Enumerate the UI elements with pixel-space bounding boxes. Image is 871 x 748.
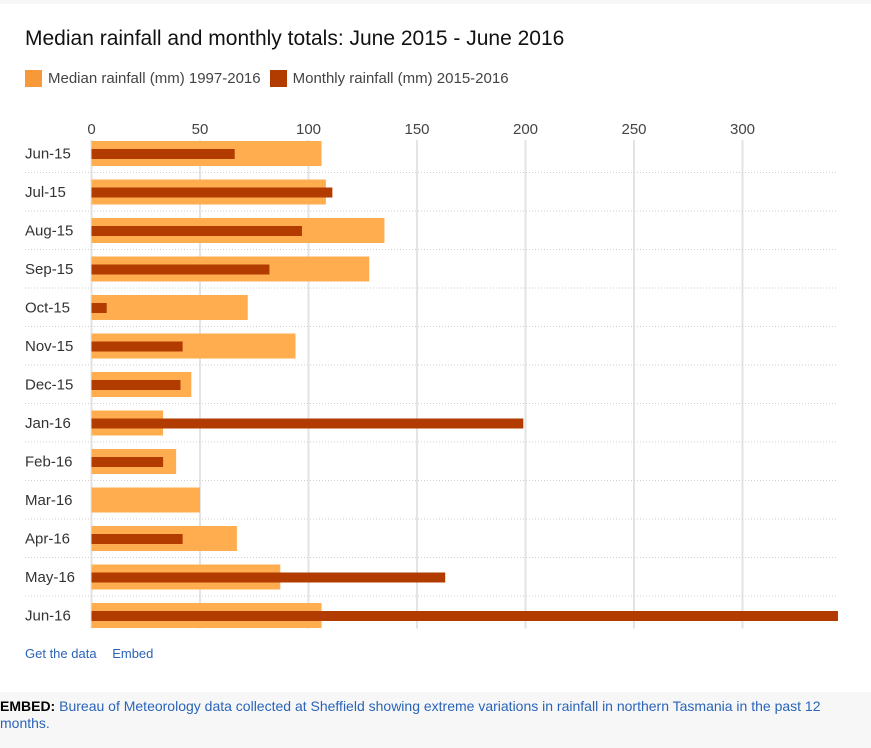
legend-swatch-monthly xyxy=(269,69,287,87)
embed-label: EMBED: xyxy=(0,698,56,714)
category-label: Oct-15 xyxy=(25,300,70,317)
bar-monthly xyxy=(91,380,181,390)
bar-monthly xyxy=(91,457,164,467)
x-tick-label: 150 xyxy=(404,121,429,138)
embed-description: Bureau of Meteorology data collected at … xyxy=(0,698,821,731)
bar-monthly xyxy=(91,534,183,544)
x-tick-label: 50 xyxy=(192,121,209,138)
legend-swatch-median xyxy=(25,69,42,87)
category-label: Mar-16 xyxy=(25,492,73,509)
bar-median xyxy=(91,295,248,320)
get-the-data-link[interactable]: Get the data xyxy=(25,646,97,661)
legend-item-monthly: Monthly rainfall (mm) 2015-2016 xyxy=(269,69,509,87)
bar-monthly xyxy=(91,303,107,313)
embed-link[interactable]: Embed xyxy=(112,646,154,661)
footer-links: Get the data Embed xyxy=(25,646,165,661)
category-label: Sep-15 xyxy=(25,261,73,278)
legend-item-median: Median rainfall (mm) 1997-2016 xyxy=(25,69,261,87)
bar-chart: 0 50 100 150 200 250 300 Jun-15 Jul-15 Aug-15 Sep-… xyxy=(25,121,838,629)
category-label: Jan-16 xyxy=(25,415,71,432)
bar-monthly xyxy=(91,341,183,352)
embed-panel: EMBED: Bureau of Meteorology data collec… xyxy=(0,692,871,748)
bar-monthly xyxy=(91,418,524,429)
category-label: May-16 xyxy=(25,569,75,586)
bar-monthly xyxy=(91,611,838,621)
chart-title: Median rainfall and monthly totals: June… xyxy=(25,27,565,50)
x-tick-label: 250 xyxy=(621,121,646,138)
category-label: Jun-15 xyxy=(25,146,71,163)
category-label: Nov-15 xyxy=(25,338,73,355)
category-label: Aug-15 xyxy=(25,223,73,240)
category-label: Dec-15 xyxy=(25,377,73,394)
top-strip xyxy=(0,0,871,4)
category-label: Feb-16 xyxy=(25,454,73,471)
x-tick-label: 100 xyxy=(296,121,321,138)
legend-label-monthly: Monthly rainfall (mm) 2015-2016 xyxy=(292,69,509,87)
x-tick-label: 0 xyxy=(87,121,95,138)
x-tick-label: 300 xyxy=(730,121,755,138)
category-label: Jun-16 xyxy=(25,608,71,625)
legend-label-median: Median rainfall (mm) 1997-2016 xyxy=(48,69,261,87)
bar-monthly xyxy=(91,572,446,583)
bar-monthly xyxy=(91,226,302,236)
bar-median xyxy=(91,487,200,513)
bar-monthly xyxy=(91,264,270,275)
bar-monthly xyxy=(91,149,235,159)
category-label: Apr-16 xyxy=(25,531,70,548)
legend: Median rainfall (mm) 1997-2016 Monthly r… xyxy=(25,68,518,88)
category-label: Jul-15 xyxy=(25,184,66,201)
bar-monthly xyxy=(91,187,333,198)
x-tick-label: 200 xyxy=(513,121,538,138)
